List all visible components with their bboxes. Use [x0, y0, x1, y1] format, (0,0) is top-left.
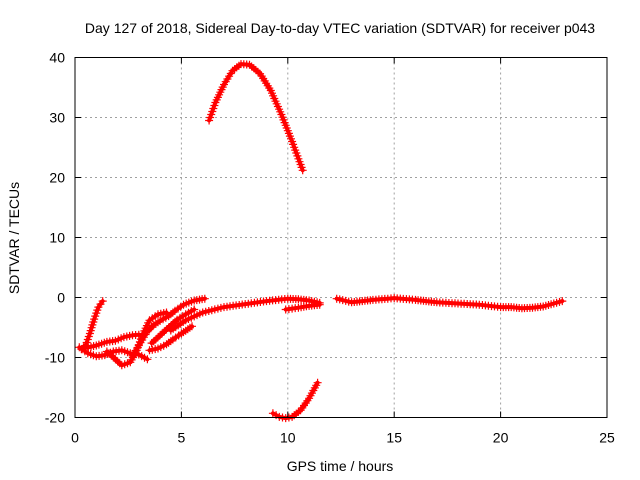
- series-upper-arc: [205, 60, 307, 175]
- series-left-3: [81, 330, 143, 352]
- data-point: [190, 305, 199, 314]
- series-right-trace: [332, 294, 567, 313]
- y-tick-label: 30: [49, 110, 65, 126]
- data-point: [200, 294, 209, 303]
- y-tick-label: 20: [49, 170, 65, 186]
- data-point: [313, 378, 322, 387]
- series-mid-segment: [281, 300, 324, 314]
- x-tick-label: 15: [386, 430, 402, 446]
- data-point: [188, 322, 196, 331]
- series-left-6: [147, 305, 199, 348]
- x-tick-label: 10: [280, 430, 296, 446]
- data-point: [558, 297, 567, 306]
- series-main-trace: [166, 294, 324, 335]
- x-tick-label: 20: [493, 430, 509, 446]
- x-tick-label: 0: [71, 430, 79, 446]
- grid: [75, 57, 607, 418]
- series-layer: [75, 60, 567, 423]
- data-point: [143, 355, 152, 364]
- x-axis-label: GPS time / hours: [287, 458, 394, 474]
- y-tick-label: 40: [49, 50, 65, 66]
- y-axis-label: SDTVAR / TECUs: [6, 182, 22, 294]
- x-tick-label: 5: [178, 430, 186, 446]
- y-tick-label: 10: [49, 230, 65, 246]
- ticks: 0 5 10 15 20 25 -20 -10 0 10 20 30 40: [45, 50, 615, 446]
- data-point: [315, 300, 324, 309]
- y-tick-label: -20: [45, 410, 65, 426]
- y-tick-label: 0: [57, 290, 65, 306]
- data-point: [298, 166, 307, 175]
- chart-title: Day 127 of 2018, Sidereal Day-to-day VTE…: [85, 20, 595, 36]
- series-left-7: [145, 322, 196, 355]
- data-point: [98, 297, 107, 306]
- y-tick-label: -10: [45, 350, 65, 366]
- x-tick-label: 25: [599, 430, 615, 446]
- series-left-5: [128, 294, 209, 360]
